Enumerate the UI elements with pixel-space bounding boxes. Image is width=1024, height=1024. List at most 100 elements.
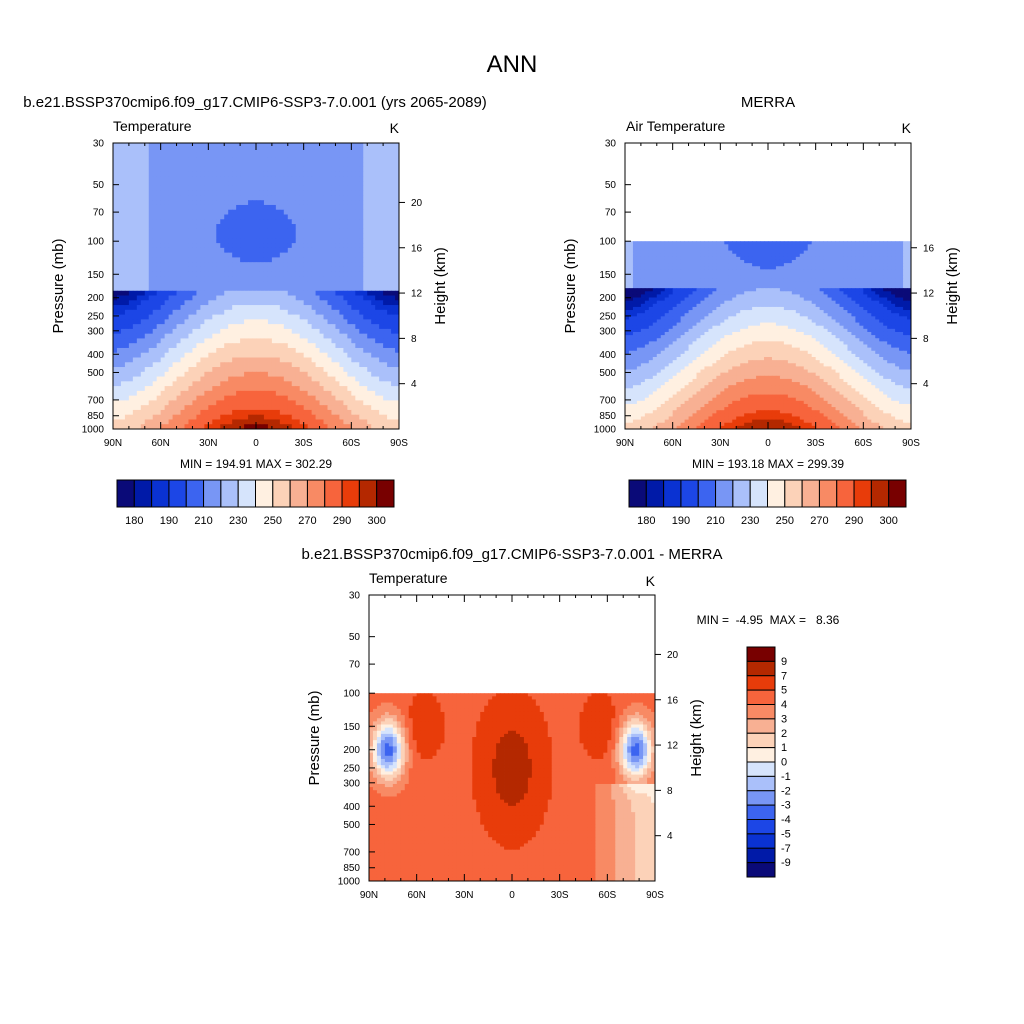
model-field-cell: [275, 281, 281, 287]
model-field-cell: [136, 157, 142, 163]
model-field-cell: [116, 409, 122, 416]
model-field-cell: [132, 424, 138, 430]
model-field-cell: [256, 419, 261, 425]
model-field-cell: [224, 147, 229, 153]
model-field-cell: [188, 162, 193, 168]
obs-field-cell: [807, 259, 813, 264]
model-field-cell: [387, 219, 392, 225]
model-field-cell: [200, 309, 205, 315]
model-field-cell: [351, 228, 356, 234]
model-field-cell: [184, 371, 189, 377]
model-field-cell: [220, 309, 225, 315]
model-field-cell: [240, 166, 245, 172]
model-field-cell: [176, 381, 181, 387]
model-field-cell: [323, 171, 328, 177]
model-field-cell: [395, 214, 400, 220]
model-field-cell: [188, 343, 193, 349]
model-field-cell: [160, 143, 166, 149]
model-field-cell: [343, 152, 348, 158]
model-field-cell: [347, 290, 352, 296]
obs-field-cell: [720, 256, 725, 261]
model-field-cell: [200, 214, 205, 220]
model-field-cell: [176, 219, 181, 225]
model-field-cell: [220, 162, 225, 168]
obs-field-cell: [775, 259, 781, 264]
model-field-cell: [347, 214, 352, 220]
model-field-cell: [351, 362, 356, 368]
model-field-cell: [395, 262, 400, 268]
model-field-cell: [232, 352, 237, 358]
model-field-cell: [164, 233, 170, 239]
model-field-cell: [295, 300, 301, 306]
model-field-cell: [216, 238, 221, 244]
model-field-cell: [319, 414, 324, 420]
model-field-cell: [359, 305, 364, 311]
model-field-cell: [212, 300, 217, 306]
model-field-cell: [351, 190, 356, 196]
model-field-cell: [252, 405, 257, 411]
model-field-cell: [208, 266, 213, 273]
model-field-cell: [299, 395, 305, 401]
model-field-cell: [355, 324, 360, 330]
model-field-cell: [152, 352, 158, 358]
model-field-cell: [160, 157, 166, 163]
model-field-cell: [228, 409, 233, 416]
model-field-cell: [299, 166, 305, 172]
obs-field-cell: [839, 256, 844, 261]
model-field-cell: [375, 290, 380, 296]
model-field-cell: [176, 147, 181, 153]
model-field-cell: [371, 152, 376, 158]
model-field-cell: [172, 409, 177, 416]
model-field-cell: [351, 152, 356, 158]
obs-field-cell: [823, 244, 828, 248]
model-field-cell: [271, 300, 277, 306]
model-field-cell: [339, 147, 344, 153]
model-field-cell: [184, 381, 189, 387]
model-field-cell: [395, 171, 400, 177]
model-field-cell: [216, 405, 221, 411]
model-field-cell: [116, 219, 122, 225]
model-field-cell: [180, 328, 185, 335]
model-field-cell: [375, 319, 380, 325]
model-field-cell: [327, 352, 332, 358]
model-field-cell: [200, 333, 205, 339]
obs-field-cell: [736, 259, 741, 264]
model-field-cell: [363, 171, 368, 177]
model-field-cell: [128, 405, 134, 411]
model-field-cell: [371, 171, 376, 177]
model-field-cell: [315, 324, 320, 330]
model-field-cell: [248, 381, 253, 387]
model-colorbar-box: [376, 479, 395, 508]
model-field-cell: [347, 157, 352, 163]
model-field-cell: [375, 357, 380, 363]
model-field-cell: [220, 400, 225, 406]
model-field-cell: [355, 224, 360, 230]
model-field-cell: [379, 362, 384, 368]
obs-field-cell: [744, 241, 749, 245]
model-field-cell: [116, 238, 122, 244]
model-field-cell: [299, 281, 305, 287]
model-field-cell: [156, 195, 162, 201]
model-field-cell: [196, 166, 201, 172]
model-field-cell: [124, 152, 130, 158]
model-field-cell: [248, 362, 253, 368]
model-field-cell: [212, 381, 217, 387]
model-field-cell: [144, 209, 150, 215]
obs-field-cell: [799, 250, 805, 255]
model-field-cell: [160, 252, 166, 258]
obs-field-cell: [636, 256, 642, 261]
model-field-cell: [236, 390, 241, 397]
model-field-cell: [196, 214, 201, 220]
model-field-cell: [232, 228, 237, 234]
model-field-cell: [204, 219, 209, 225]
model-field-cell: [355, 371, 360, 377]
model-field-cell: [367, 319, 372, 325]
model-field-cell: [116, 419, 122, 425]
model-field-cell: [228, 147, 233, 153]
model-field-cell: [287, 281, 293, 287]
obs-field-cell: [636, 241, 642, 245]
model-field-cell: [184, 286, 189, 292]
model-field-cell: [132, 352, 138, 358]
model-field-cell: [128, 209, 134, 215]
model-field-cell: [200, 271, 205, 277]
